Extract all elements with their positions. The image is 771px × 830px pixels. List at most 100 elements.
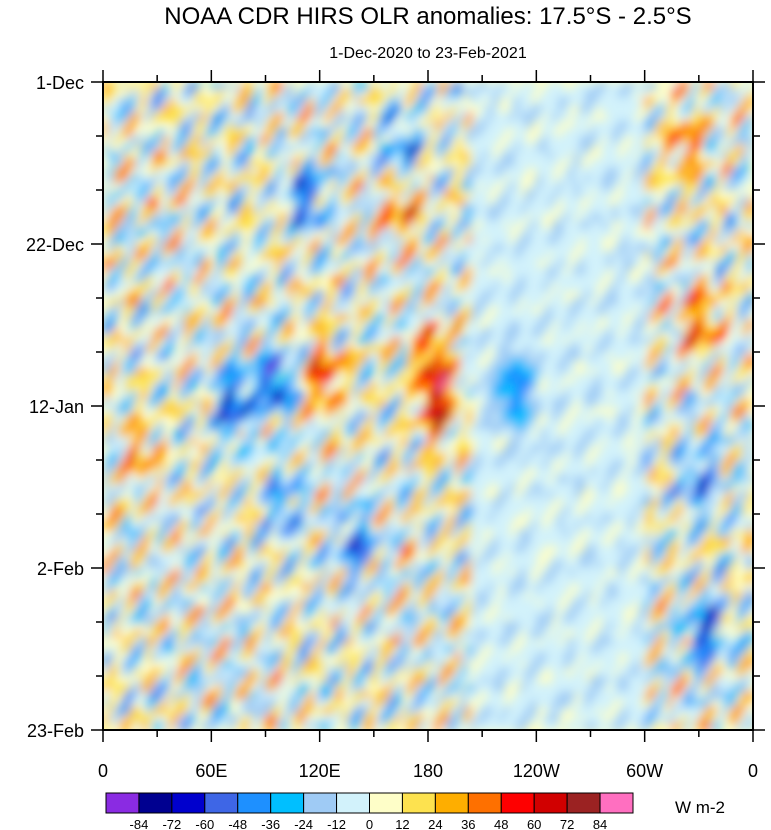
heatmap-cell — [379, 691, 386, 700]
heatmap-cell — [130, 382, 137, 392]
heatmap-cell — [455, 328, 462, 338]
heatmap-cell — [243, 213, 251, 222]
heatmap-cell — [330, 274, 337, 284]
heatmap-cell — [482, 259, 489, 268]
heatmap-cell — [260, 483, 267, 492]
heatmap-cell — [151, 97, 158, 106]
heatmap-cell — [108, 699, 115, 708]
heatmap-cell — [124, 166, 131, 176]
heatmap-cell — [341, 313, 348, 322]
heatmap-cell — [249, 421, 256, 430]
heatmap-cell — [178, 421, 186, 430]
heatmap-cell — [471, 89, 478, 99]
heatmap-cell — [238, 166, 245, 176]
heatmap-cell — [308, 483, 316, 492]
heatmap-cell — [400, 668, 408, 677]
heatmap-cell — [238, 290, 245, 299]
heatmap-cell — [265, 82, 272, 91]
heatmap-cell — [113, 236, 121, 245]
heatmap-cell — [270, 336, 278, 346]
heatmap-cell — [298, 89, 305, 99]
heatmap-cell — [216, 544, 223, 554]
heatmap-cell — [233, 668, 240, 677]
heatmap-cell — [363, 622, 370, 631]
heatmap-cell — [400, 274, 408, 284]
heatmap-cell — [292, 498, 299, 508]
heatmap-cell — [205, 714, 213, 724]
heatmap-cell — [292, 105, 299, 114]
heatmap-cell — [314, 568, 321, 577]
heatmap-cell — [124, 475, 131, 484]
heatmap-cell — [211, 722, 218, 730]
heatmap-cell — [184, 475, 191, 484]
heatmap-cell — [325, 328, 332, 338]
heatmap-cell — [395, 413, 402, 423]
heatmap-cell — [151, 375, 158, 384]
heatmap-cell — [406, 174, 413, 184]
heatmap-cell — [325, 159, 332, 168]
heatmap-cell — [400, 452, 408, 461]
heatmap-cell — [189, 429, 196, 438]
heatmap-cell — [465, 228, 473, 238]
heatmap-cell — [335, 205, 343, 214]
heatmap-cell — [178, 498, 186, 508]
heatmap-cell — [438, 213, 446, 222]
heatmap-cell — [379, 267, 386, 276]
heatmap-cell — [113, 159, 121, 168]
heatmap-cell — [314, 220, 321, 230]
heatmap-cell — [325, 668, 332, 677]
heatmap-cell — [162, 691, 169, 700]
heatmap-cell — [189, 352, 196, 361]
heatmap-cell — [270, 552, 278, 562]
heatmap-cell — [270, 714, 278, 724]
heatmap-cell — [146, 267, 153, 276]
heatmap-cell — [406, 267, 413, 276]
heatmap-cell — [476, 390, 483, 400]
heatmap-cell — [460, 514, 467, 523]
heatmap-cell — [162, 606, 169, 616]
heatmap-cell — [249, 321, 256, 330]
heatmap-cell — [428, 537, 435, 546]
heatmap-cell — [319, 336, 326, 346]
heatmap-cell — [433, 251, 440, 261]
heatmap-cell — [298, 637, 305, 646]
heatmap-cell — [460, 105, 467, 114]
heatmap-cell — [195, 97, 202, 106]
heatmap-cell — [119, 645, 126, 654]
heatmap-cell — [249, 205, 256, 214]
heatmap-cell — [281, 406, 288, 415]
heatmap-cell — [298, 112, 305, 122]
heatmap-cell — [184, 274, 191, 284]
heatmap-cell — [335, 467, 343, 477]
heatmap-cell — [233, 660, 240, 670]
heatmap-cell — [319, 529, 326, 538]
heatmap-cell — [319, 552, 326, 562]
heatmap-cell — [130, 244, 137, 253]
heatmap-cell — [352, 328, 359, 338]
heatmap-cell — [157, 452, 164, 461]
heatmap-cell — [395, 298, 402, 307]
heatmap-cell — [211, 706, 218, 716]
heatmap-cell — [276, 498, 283, 508]
heatmap-cell — [319, 483, 326, 492]
heatmap-cell — [119, 452, 126, 461]
heatmap-cell — [373, 120, 381, 130]
heatmap-cell — [493, 367, 500, 376]
heatmap-cell — [222, 375, 229, 384]
heatmap-cell — [130, 622, 137, 631]
heatmap-cell — [368, 722, 375, 730]
heatmap-cell — [211, 367, 218, 376]
heatmap-cell — [417, 352, 424, 361]
heatmap-cell — [178, 151, 186, 160]
heatmap-cell — [335, 159, 343, 168]
heatmap-cell — [119, 220, 126, 230]
heatmap-cell — [265, 97, 272, 106]
heatmap-cell — [390, 321, 397, 330]
heatmap-cell — [113, 575, 121, 585]
heatmap-cell — [205, 460, 213, 469]
heatmap-cell — [260, 352, 267, 361]
heatmap-cell — [352, 421, 359, 430]
heatmap-cell — [124, 105, 131, 114]
heatmap-cell — [276, 367, 283, 376]
heatmap-cell — [276, 82, 283, 91]
